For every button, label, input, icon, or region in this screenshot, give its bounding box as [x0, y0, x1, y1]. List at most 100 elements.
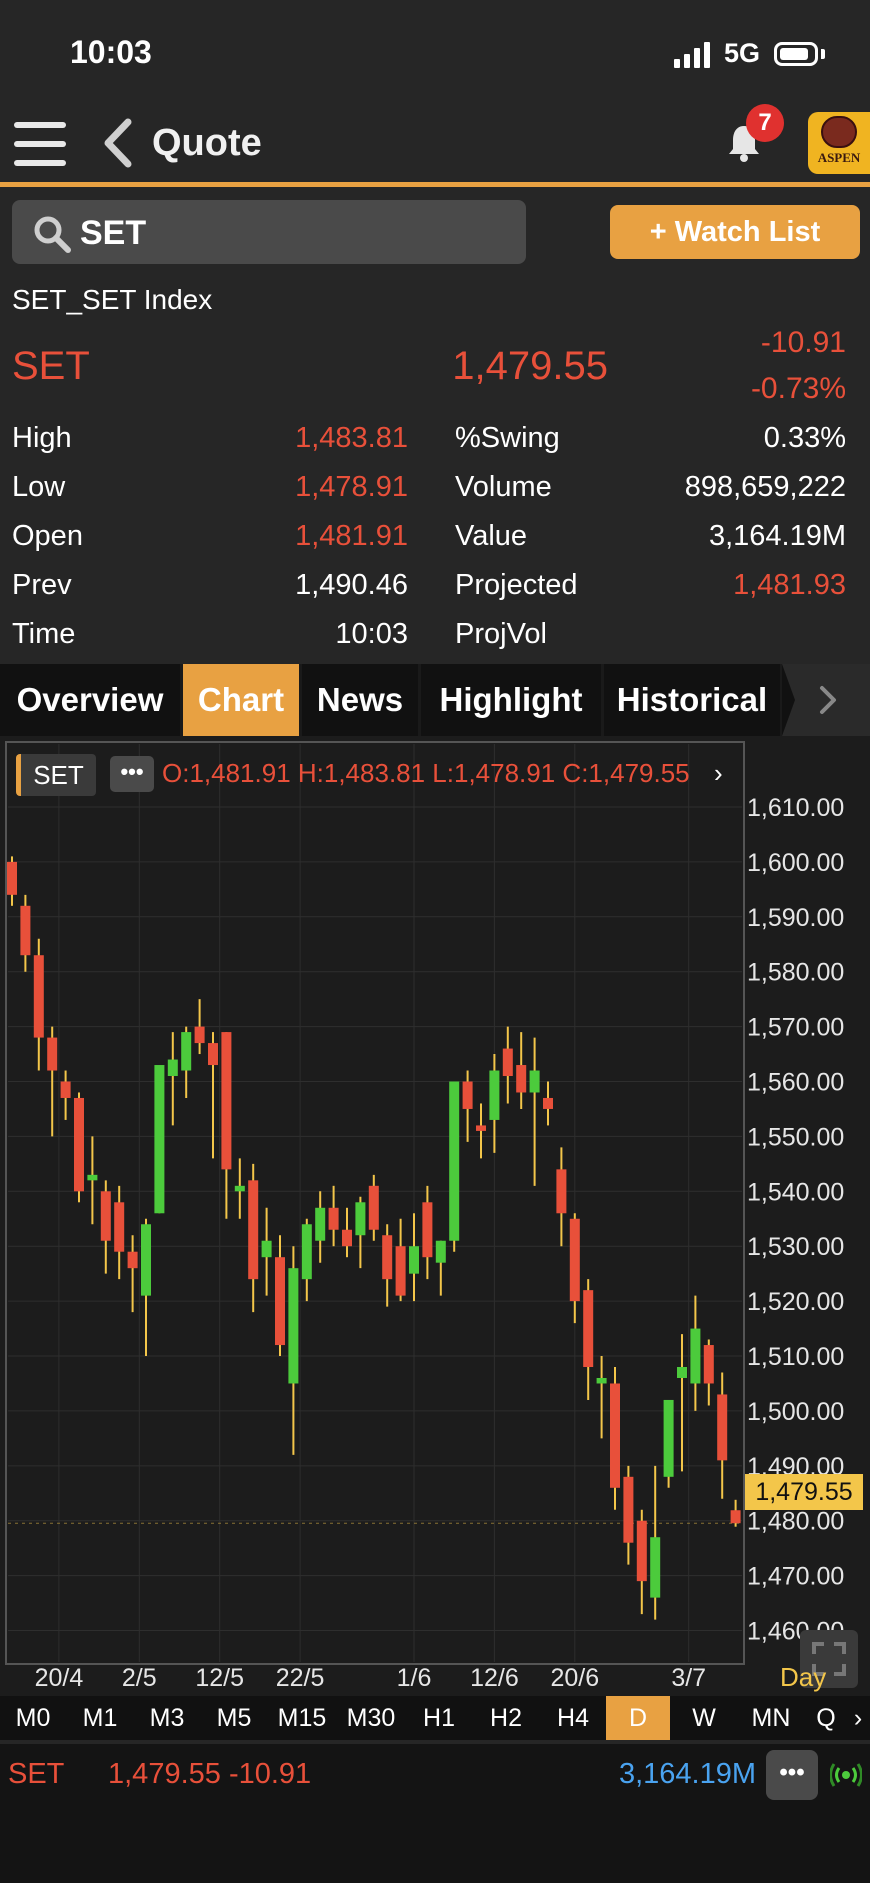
candle-body [422, 1202, 433, 1258]
candle [543, 1081, 553, 1126]
stat-value: 1,481.93 [733, 569, 846, 601]
stat-value: 898,659,222 [684, 471, 846, 503]
interval-m1[interactable]: M1 [82, 1704, 118, 1732]
candle-body [623, 1476, 634, 1543]
ticker-value: 3,164.19M [618, 1758, 756, 1790]
candle-body [234, 1185, 245, 1192]
stat-value: 1,483.81 [295, 422, 408, 454]
candle [409, 1213, 419, 1302]
candle-body [127, 1251, 138, 1269]
aspen-logo[interactable]: ASPEN [808, 112, 870, 174]
interval-scroll-chevron-icon[interactable]: › [853, 1704, 863, 1732]
candle [114, 1185, 125, 1280]
candle-body [100, 1191, 111, 1241]
tab-scroll-right-button[interactable] [782, 664, 870, 736]
price-change-percent: -0.73% [750, 372, 846, 405]
tab-chart[interactable]: Chart [183, 664, 299, 736]
candle-body [543, 1097, 553, 1109]
tab-news[interactable]: News [302, 664, 418, 736]
candle-body [677, 1367, 687, 1378]
back-chevron-icon[interactable] [100, 118, 134, 168]
candle-body [650, 1537, 661, 1598]
stat-label: Value [455, 520, 528, 552]
candle [47, 1026, 58, 1137]
expand-arrows-icon [812, 1642, 846, 1676]
interval-mn[interactable]: MN [751, 1704, 791, 1732]
candlestick-chart-svg[interactable]: 1,610.00 1,600.00 1,590.00 1,580.00 1,570.00… [0, 736, 870, 1696]
candle-body [596, 1377, 607, 1384]
candle [395, 1218, 406, 1302]
candle [663, 1399, 674, 1488]
candle-body [449, 1081, 460, 1241]
candle [315, 1191, 326, 1263]
interval-h4[interactable]: H4 [557, 1704, 589, 1732]
add-watch-list-button[interactable]: + Watch List [610, 205, 860, 259]
candle-body [529, 1070, 540, 1093]
stat-label: Open [12, 520, 83, 552]
stat-label: Low [12, 471, 66, 503]
ohlc-chevron-right-icon[interactable]: › [714, 758, 723, 788]
candle [234, 1158, 245, 1219]
interval-m0[interactable]: M0 [15, 1704, 51, 1732]
interval-h2[interactable]: H2 [490, 1704, 522, 1732]
y-tick-label: 1,600.00 [747, 849, 844, 877]
stat-value: 1,481.91 [295, 520, 408, 552]
search-value: SET [80, 214, 147, 252]
search-input[interactable]: SET [12, 200, 526, 264]
candle [610, 1367, 620, 1510]
fullscreen-expand-icon[interactable] [800, 1630, 858, 1688]
candle-body [610, 1383, 620, 1488]
candle [181, 1026, 192, 1098]
stat-label: Time [12, 618, 76, 650]
y-tick-label: 1,550.00 [747, 1123, 844, 1151]
price-chart[interactable]: 1,610.00 1,600.00 1,590.00 1,580.00 1,570.00… [0, 736, 870, 1696]
chart-symbol-selector[interactable]: SET [16, 754, 96, 796]
interval-m3[interactable]: M3 [149, 1704, 185, 1732]
stat-value: 1,478.91 [295, 471, 408, 503]
candle [476, 1103, 486, 1159]
candle [529, 1037, 540, 1186]
tab-overview[interactable]: Overview [0, 664, 180, 736]
candle [100, 1180, 111, 1274]
candle [422, 1185, 433, 1280]
interval-m30[interactable]: M30 [346, 1704, 396, 1732]
y-tick-label: 1,530.00 [747, 1233, 844, 1261]
candle-body [261, 1240, 272, 1258]
notification-badge[interactable]: 7 [746, 104, 784, 142]
interval-m15[interactable]: M15 [277, 1704, 327, 1732]
live-signal-icon[interactable] [830, 1758, 862, 1792]
tab-historical[interactable]: Historical [604, 664, 780, 736]
candle-body [717, 1394, 728, 1461]
candle [60, 1070, 71, 1120]
tab-highlight[interactable]: Highlight [421, 664, 601, 736]
interval-w[interactable]: W [692, 1704, 716, 1732]
x-tick-label: 22/5 [276, 1664, 325, 1692]
candle-body [690, 1328, 701, 1384]
candle-body [248, 1180, 259, 1280]
candle-body [703, 1345, 714, 1384]
candle [569, 1213, 580, 1324]
candle-body [87, 1174, 98, 1181]
candle [288, 1246, 299, 1455]
x-tick-label: 12/6 [470, 1664, 519, 1692]
candle [275, 1235, 285, 1357]
hamburger-menu-icon[interactable] [14, 122, 66, 166]
interval-d[interactable]: D [606, 1696, 670, 1740]
interval-m5[interactable]: M5 [216, 1704, 252, 1732]
candle-body [275, 1257, 285, 1346]
stat-label: %Swing [455, 422, 560, 454]
stat-value: 1,490.46 [295, 569, 408, 601]
ticker-more-button[interactable]: ••• [766, 1750, 818, 1800]
interval-q[interactable]: Q [816, 1704, 836, 1732]
y-tick-label: 1,500.00 [747, 1398, 844, 1426]
interval-bar: M0 M1 M3 M5 M15 M30 H1 H2 H4 D W MN Q › [0, 1696, 870, 1740]
x-tick-label: 20/6 [550, 1664, 599, 1692]
candle-body [489, 1070, 500, 1120]
candle-body [167, 1059, 178, 1077]
candle [74, 1092, 84, 1203]
chart-options-button[interactable]: ••• [110, 756, 154, 792]
ticker-symbol[interactable]: SET [8, 1758, 65, 1790]
candle [7, 856, 17, 906]
logo-text: ASPEN [817, 150, 861, 165]
interval-h1[interactable]: H1 [423, 1704, 455, 1732]
